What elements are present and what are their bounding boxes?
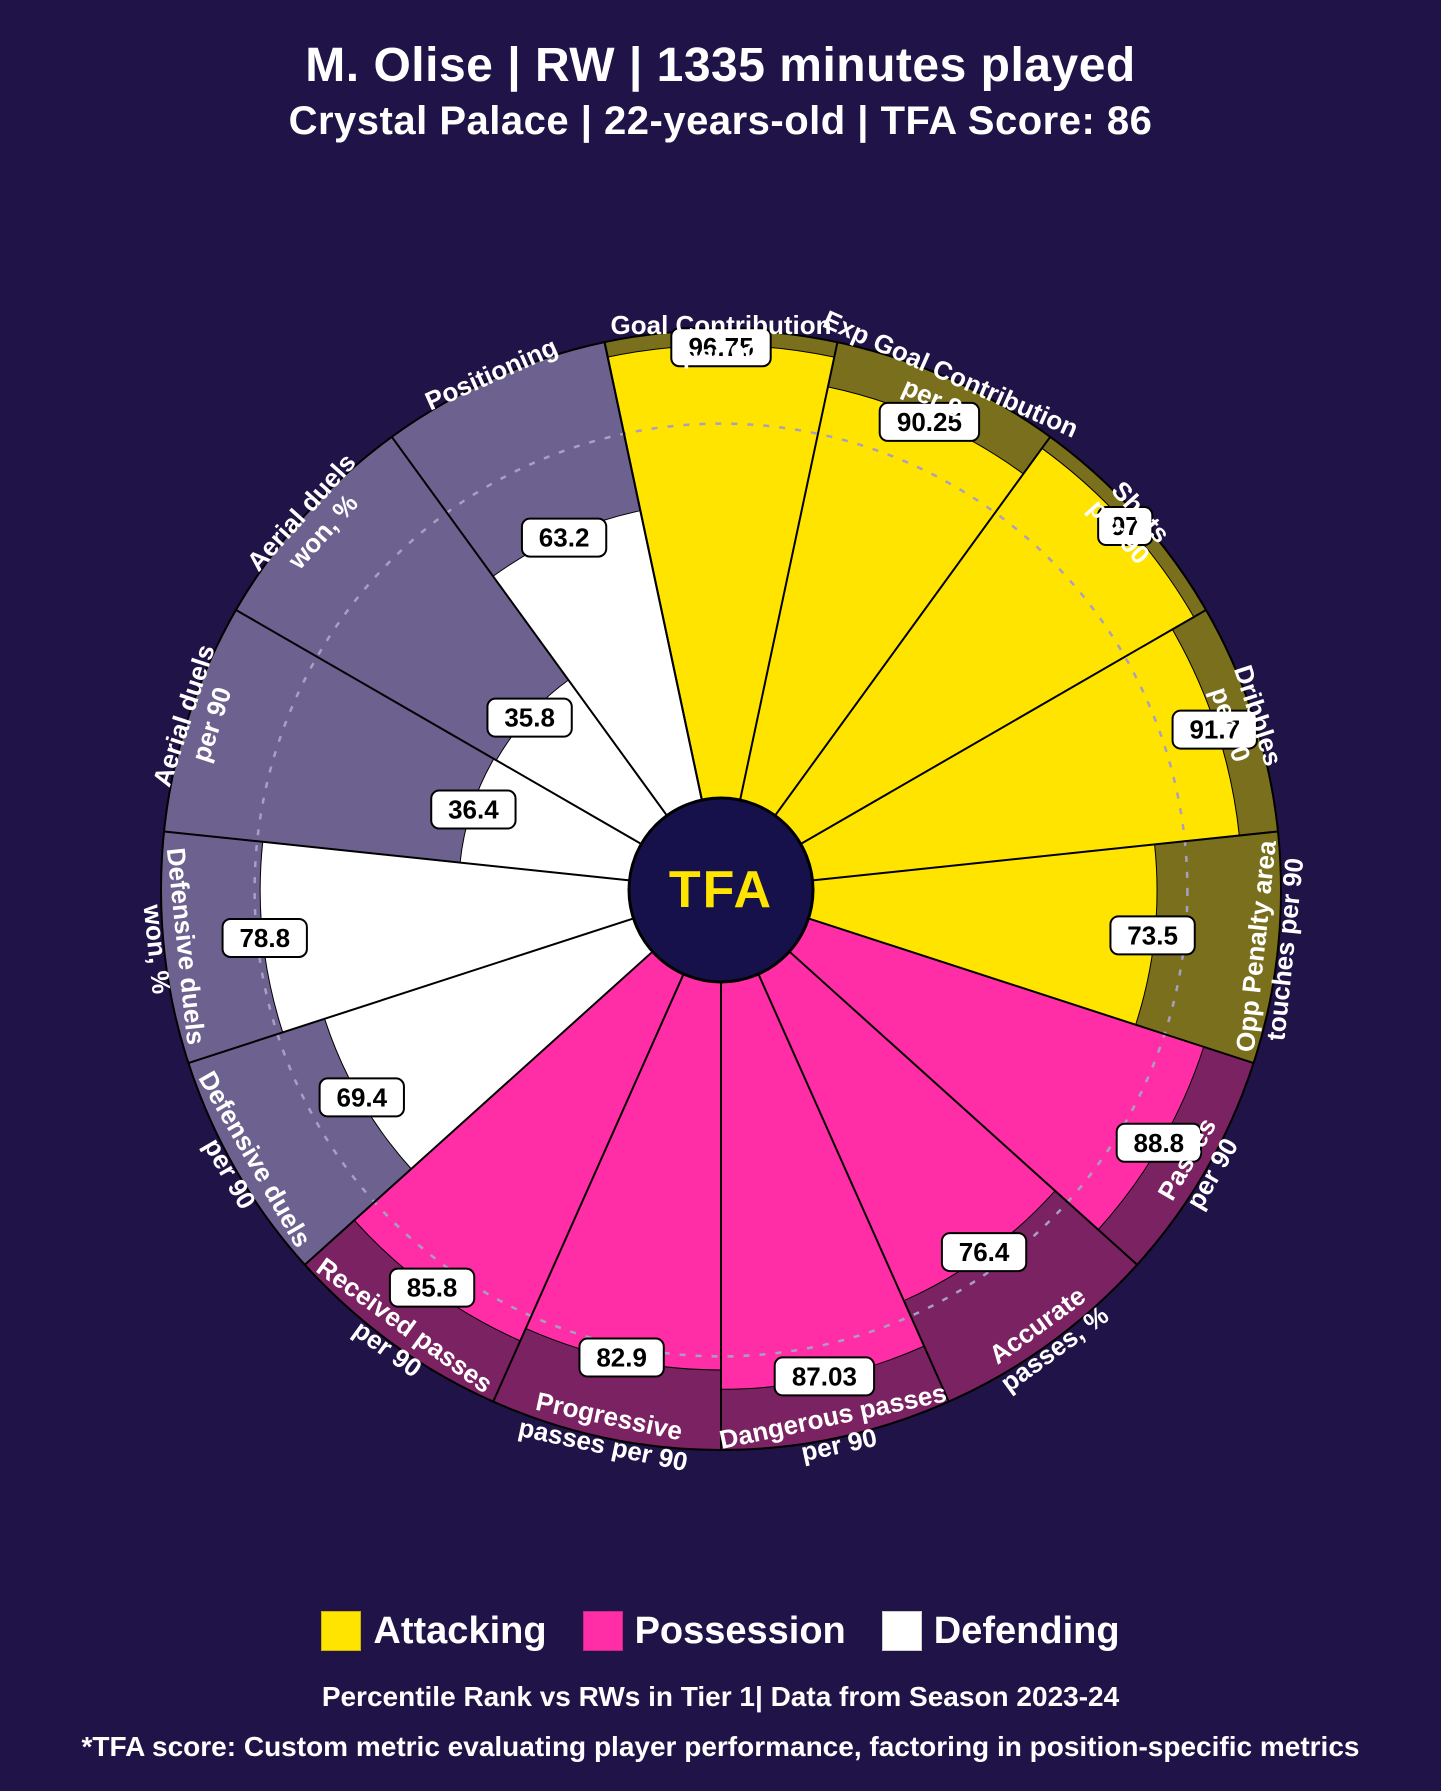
legend-label: Defending (934, 1610, 1120, 1653)
value-text: 87.03 (791, 1361, 856, 1391)
title-block: M. Olise | RW | 1335 minutes played Crys… (0, 0, 1441, 144)
value-text: 85.8 (406, 1273, 457, 1303)
slice-label-line: Goal Contribution (610, 310, 831, 340)
legend-swatch (321, 1611, 361, 1651)
value-text: 76.4 (958, 1237, 1009, 1267)
legend: Attacking Possession Defending (0, 1610, 1441, 1662)
legend-item: Attacking (321, 1610, 546, 1653)
legend-swatch (882, 1611, 922, 1651)
legend-label: Attacking (373, 1610, 546, 1653)
polar-chart-svg: 96.7590.259791.773.588.876.487.0382.985.… (91, 260, 1351, 1520)
slice-label-line: per 90 (682, 339, 759, 369)
legend-swatch (583, 1611, 623, 1651)
title-line1: M. Olise | RW | 1335 minutes played (0, 38, 1441, 93)
legend-item: Possession (583, 1610, 846, 1653)
value-text: 82.9 (596, 1343, 647, 1373)
footer-line2: *TFA score: Custom metric evaluating pla… (0, 1731, 1441, 1763)
title-line2: Crystal Palace | 22-years-old | TFA Scor… (0, 99, 1441, 144)
footer-line1: Percentile Rank vs RWs in Tier 1| Data f… (0, 1681, 1441, 1713)
value-text: 63.2 (538, 523, 589, 553)
value-text: 35.8 (504, 703, 555, 733)
layer-center: TFA (629, 798, 813, 982)
center-label: TFA (668, 861, 772, 919)
legend-item: Defending (882, 1610, 1120, 1653)
value-text: 73.5 (1127, 920, 1178, 950)
value-text: 36.4 (448, 795, 499, 825)
legend-label: Possession (635, 1610, 846, 1653)
value-text: 78.8 (239, 923, 290, 953)
page-root: M. Olise | RW | 1335 minutes played Crys… (0, 0, 1441, 1791)
polar-chart: 96.7590.259791.773.588.876.487.0382.985.… (91, 260, 1351, 1520)
value-text: 69.4 (336, 1082, 387, 1112)
